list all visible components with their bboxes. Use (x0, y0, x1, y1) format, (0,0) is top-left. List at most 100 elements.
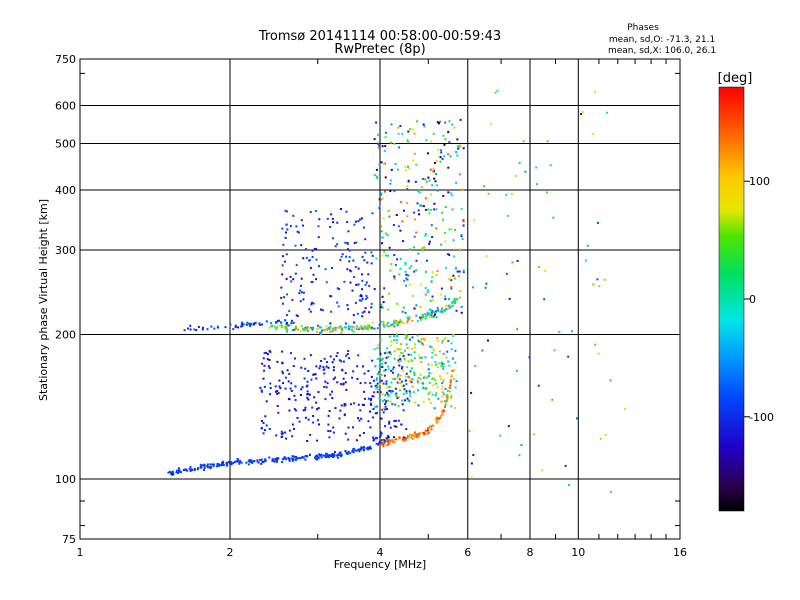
echo-point (213, 327, 216, 330)
echo-point (246, 321, 249, 324)
echo-point (422, 383, 425, 386)
echo-point (459, 144, 462, 147)
echo-point (294, 327, 297, 330)
echo-point (431, 351, 434, 354)
echo-point (431, 377, 434, 380)
echo-point (384, 408, 387, 411)
echo-point (241, 324, 244, 327)
echo-point (430, 313, 432, 316)
echo-point (300, 291, 303, 294)
echo-point (361, 447, 364, 450)
echo-point (259, 324, 262, 326)
echo-point (431, 309, 434, 312)
echo-point (295, 264, 298, 267)
echo-point (353, 402, 356, 405)
echo-point (331, 397, 334, 400)
echo-point (343, 413, 346, 416)
echo-point (439, 120, 442, 123)
echo-point (343, 280, 346, 283)
echo-point (348, 357, 351, 360)
echo-point (281, 461, 284, 463)
echo-point (414, 180, 417, 183)
echo-point (260, 462, 263, 465)
echo-point (394, 378, 397, 380)
echo-point (342, 377, 345, 380)
echo-point (385, 439, 388, 442)
echo-point (380, 439, 383, 441)
echo-point (401, 220, 404, 223)
echo-point (407, 179, 410, 182)
echo-point (349, 452, 352, 455)
echo-point (450, 374, 453, 377)
echo-point (234, 460, 237, 463)
echo-point (606, 111, 609, 114)
echo-point (385, 351, 388, 354)
echo-point (313, 373, 316, 376)
echo-point (293, 408, 296, 411)
echo-point (440, 287, 443, 290)
echo-point (393, 142, 396, 145)
echo-point (419, 283, 422, 286)
echo-point (323, 385, 326, 388)
echo-point (424, 287, 427, 289)
echo-point (240, 325, 243, 328)
echo-point (288, 310, 291, 313)
echo-point (401, 310, 404, 313)
echo-point (455, 267, 457, 270)
echo-point (447, 340, 450, 342)
echo-point (385, 400, 387, 403)
echo-point (406, 397, 409, 400)
echo-point (259, 386, 262, 389)
echo-point (263, 352, 266, 355)
echo-point (441, 395, 444, 398)
echo-point (409, 433, 411, 436)
echo-point (206, 465, 209, 468)
echo-point (354, 301, 357, 304)
echo-point (278, 379, 281, 382)
echo-point (248, 458, 251, 461)
echo-point (345, 255, 347, 258)
echo-point (300, 394, 302, 396)
echo-point (355, 439, 358, 442)
echo-point (268, 359, 271, 361)
echo-point (441, 340, 444, 342)
echo-point (376, 372, 379, 375)
echo-point (429, 372, 432, 375)
echo-point (434, 180, 437, 183)
echo-point (390, 323, 393, 326)
echo-point (352, 451, 355, 454)
echo-point (331, 454, 334, 457)
echo-point (388, 335, 391, 338)
echo-point (373, 138, 376, 141)
echo-point (391, 390, 394, 393)
echo-point (397, 126, 400, 129)
echo-point (430, 346, 433, 349)
echo-point (447, 253, 449, 256)
echo-point (314, 456, 316, 459)
echo-point (309, 211, 312, 214)
echo-point (318, 218, 321, 221)
echo-point (376, 177, 379, 180)
echo-point (404, 438, 407, 441)
echo-point (268, 326, 271, 329)
echo-point (576, 417, 578, 420)
echo-point (404, 261, 407, 264)
echo-point (372, 439, 375, 442)
echo-point (399, 381, 402, 384)
echo-point (399, 201, 402, 204)
echo-point (229, 323, 232, 326)
echo-point (348, 249, 351, 252)
echo-point (368, 448, 371, 450)
echo-point (435, 316, 438, 319)
echo-point (604, 434, 607, 436)
echo-point (370, 402, 372, 405)
echo-point (332, 366, 335, 369)
echo-point (381, 236, 384, 239)
echo-point (388, 385, 391, 388)
echo-point (304, 408, 307, 411)
echo-point (487, 192, 490, 195)
echo-point (381, 362, 384, 365)
echo-point (210, 325, 213, 328)
echo-point (603, 278, 606, 281)
echo-point (276, 325, 279, 328)
